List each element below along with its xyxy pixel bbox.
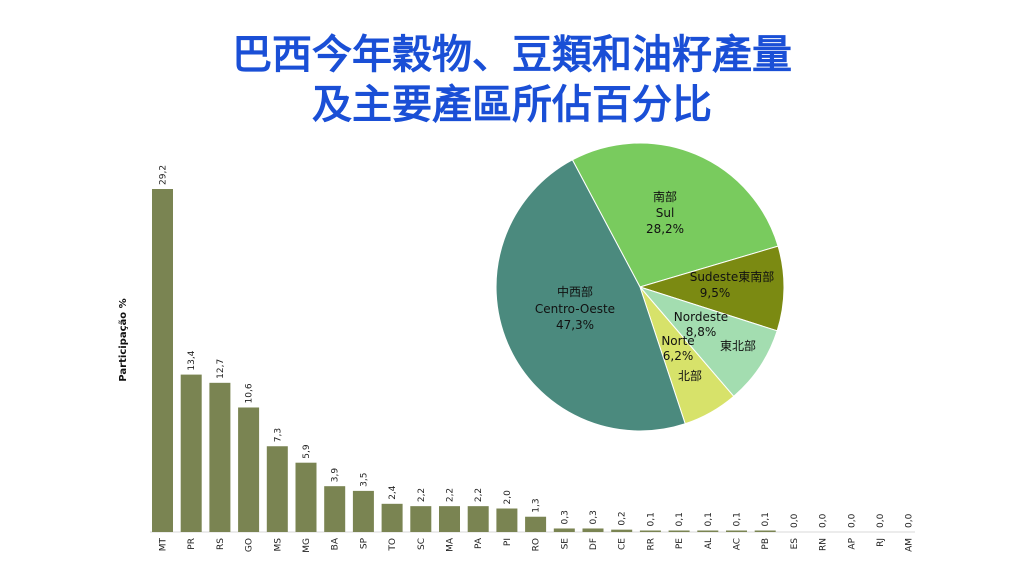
value-label: 10,6 [245, 383, 255, 403]
pie-slice-sudeste [638, 245, 785, 332]
slice-label-pct: 6,2% [663, 349, 694, 363]
x-tick-label: PA [474, 537, 484, 549]
value-label: 0,1 [646, 512, 656, 526]
bar-rs [209, 382, 231, 532]
bar-se [553, 528, 575, 532]
slice-label-pct: 8,8% [686, 325, 717, 339]
x-tick-label: RJ [876, 538, 886, 547]
bar-ms [266, 446, 288, 532]
value-label: 0,1 [704, 512, 714, 526]
x-tick-label: PE [675, 538, 685, 549]
value-label: 13,4 [187, 350, 197, 370]
bar-pb [754, 530, 776, 532]
value-label: 12,7 [216, 359, 226, 379]
bar-df [582, 528, 604, 532]
value-label: 29,2 [159, 165, 169, 185]
bar-ro [525, 516, 547, 532]
slice-label-zh: 東北部 [720, 338, 756, 353]
slice-label-zh: 中西部 [557, 284, 593, 299]
x-tick-label: DF [589, 538, 599, 550]
x-tick-label: MA [446, 537, 456, 552]
value-label: 0,0 [905, 513, 915, 528]
bar-ba [324, 486, 346, 532]
slice-label-name: Centro-Oeste [535, 302, 615, 316]
value-label: 1,3 [532, 498, 542, 512]
x-tick-label: TO [388, 538, 398, 552]
slice-label-pct: 28,2% [646, 222, 684, 236]
bar-pi [496, 508, 518, 532]
slice-label-zh: 北部 [678, 368, 702, 383]
x-tick-label: AM [905, 538, 915, 552]
x-tick-label: PR [187, 538, 197, 550]
slice-label-name: Nordeste [674, 310, 728, 324]
value-label: 2,4 [388, 485, 398, 500]
value-label: 0,0 [876, 513, 886, 528]
title-line-2: 及主要產區所佔百分比 [312, 82, 712, 128]
chart-title: 巴西今年穀物、豆類和油籽產量 及主要產區所佔百分比 [0, 30, 1024, 130]
value-label: 0,0 [790, 513, 800, 528]
x-tick-label: SP [359, 537, 369, 549]
x-tick-label: AC [733, 538, 743, 550]
x-tick-label: MG [302, 538, 312, 553]
bar-ce [611, 529, 633, 532]
slice-label-name: Sudeste東南部 [690, 269, 775, 284]
x-tick-label: PB [761, 538, 771, 550]
x-tick-label: MS [273, 538, 283, 552]
x-tick-label: RN [819, 538, 829, 551]
slice-label-zh: 南部 [653, 189, 677, 204]
value-label: 5,9 [302, 444, 312, 459]
x-tick-label: BA [331, 537, 341, 550]
bar-mg [295, 462, 317, 532]
bar-pe [668, 530, 690, 532]
y-axis-label: Participação % [118, 298, 129, 381]
bar-ac [726, 530, 747, 532]
bar-pa [467, 506, 489, 532]
value-label: 0,0 [847, 513, 857, 528]
value-label: 3,5 [359, 473, 369, 487]
value-label: 0,1 [733, 512, 743, 526]
x-tick-label: RR [646, 538, 656, 551]
value-label: 0,1 [761, 512, 771, 526]
value-label: 2,2 [474, 488, 484, 502]
value-label: 0,0 [819, 513, 829, 528]
bar-al [697, 530, 719, 532]
title-line-1: 巴西今年穀物、豆類和油籽產量 [232, 32, 792, 78]
slice-label-name: Norte [661, 334, 694, 348]
bar-to [381, 503, 403, 532]
value-label: 7,3 [273, 428, 283, 442]
bar-mt [152, 189, 173, 532]
bar-ma [439, 506, 460, 532]
x-tick-label: ES [790, 538, 800, 550]
value-label: 0,3 [560, 510, 570, 524]
x-tick-label: GO [245, 538, 255, 552]
bar-sp [352, 490, 374, 532]
x-tick-label: RS [216, 538, 226, 550]
value-label: 0,3 [589, 510, 599, 524]
value-label: 2,2 [446, 488, 456, 502]
x-tick-label: MT [159, 538, 169, 552]
value-label: 2,2 [417, 488, 427, 502]
x-tick-label: CE [618, 538, 628, 550]
value-label: 0,1 [675, 512, 685, 526]
bar-go [238, 407, 260, 532]
x-tick-label: AP [847, 537, 857, 549]
value-label: 3,9 [331, 468, 341, 483]
pie-slice-sul [571, 142, 779, 288]
pie-slice-centro-oeste [495, 159, 686, 432]
x-tick-label: AL [704, 538, 714, 549]
slice-label-name: Sul [656, 206, 675, 220]
value-label: 2,0 [503, 490, 513, 505]
bar-sc [410, 506, 432, 532]
slice-label-pct: 47,3% [556, 318, 594, 332]
slice-label-pct: 9,5% [700, 286, 731, 300]
x-tick-label: RO [532, 538, 542, 551]
x-tick-label: PI [503, 538, 513, 546]
bar-rr [639, 530, 661, 532]
bar-pr [180, 374, 202, 532]
x-tick-label: SC [417, 538, 427, 550]
value-label: 0,2 [618, 511, 628, 525]
x-tick-label: SE [560, 538, 570, 550]
